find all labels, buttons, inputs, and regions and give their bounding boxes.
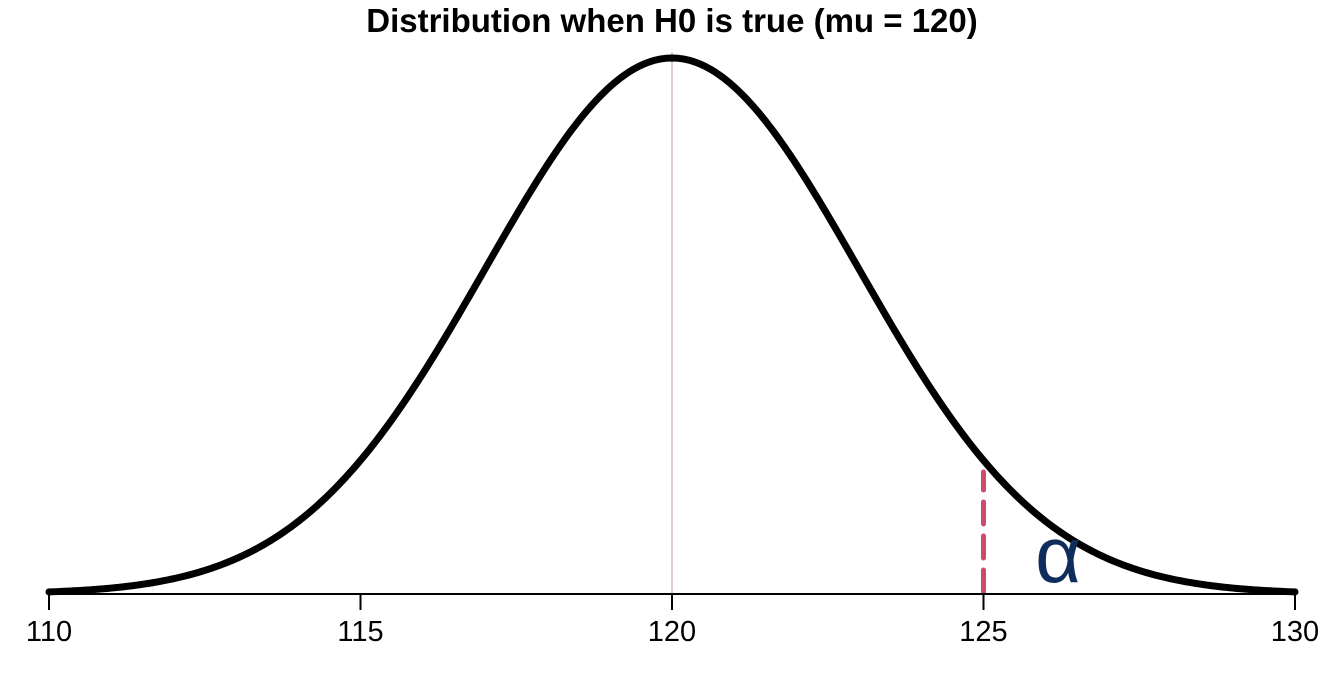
alpha-annotation: α	[1035, 510, 1081, 599]
chart-title: Distribution when H0 is true (mu = 120)	[366, 2, 978, 39]
x-tick-label: 125	[959, 616, 1007, 648]
x-tick-label: 115	[337, 616, 383, 648]
x-tick-label: 130	[1271, 616, 1319, 648]
density-curve	[45, 54, 1299, 596]
x-tick-label: 120	[648, 616, 696, 648]
x-tick-label: 110	[26, 616, 72, 648]
